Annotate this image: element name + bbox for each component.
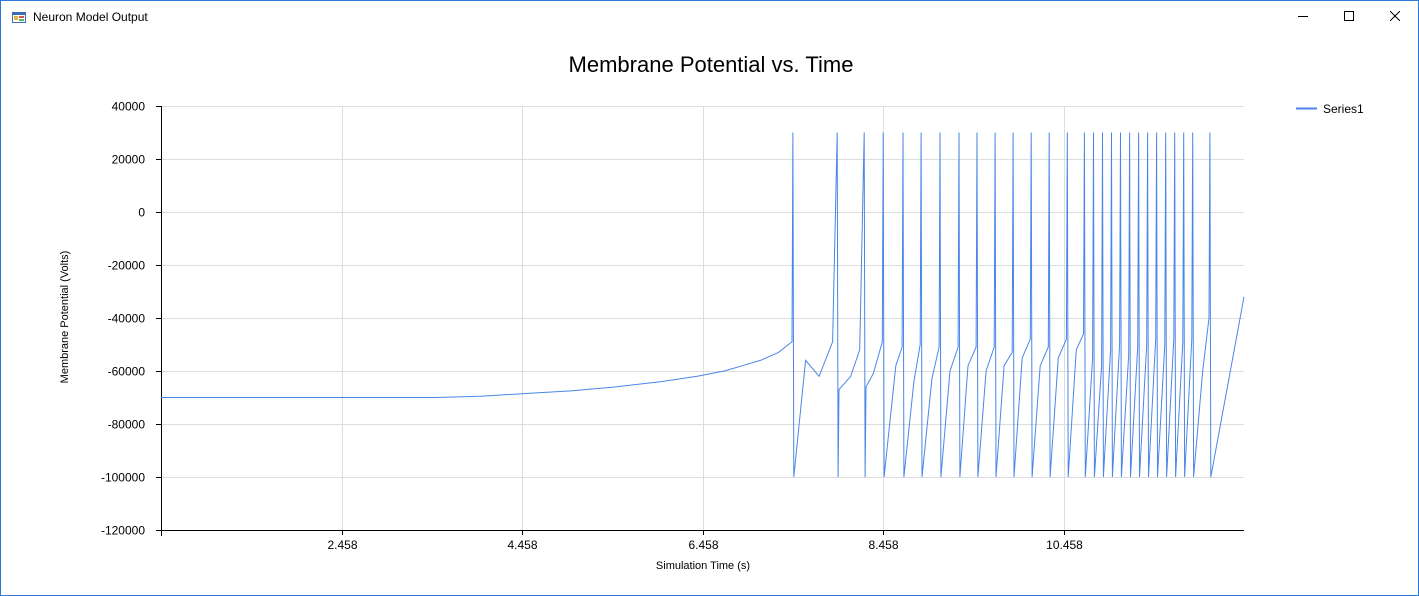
x-tick-label: 8.458 [868,538,898,552]
close-icon [1389,8,1401,26]
maximize-button[interactable] [1326,1,1372,33]
maximize-icon [1344,8,1354,26]
series-line-series1 [161,132,1245,478]
y-tick-label: 40000 [112,100,146,114]
x-tick-label: 6.458 [688,538,718,552]
y-tick-label: 20000 [112,153,146,167]
y-tick-label: -120000 [101,524,145,538]
y-tick-label: 0 [138,206,145,220]
x-tick-label: 2.458 [327,538,357,552]
legend-entry-series1: Series1 [1323,102,1364,116]
axes [156,106,1244,536]
y-tick-label: -100000 [101,471,145,485]
y-tick-label: -40000 [108,312,146,326]
x-axis-label: Simulation Time (s) [655,560,751,572]
y-tick-labels: 40000 20000 0 -20000 -40000 -60000 -80000 -1000… [101,100,145,538]
x-tick-label: 10.458 [1046,538,1083,552]
title-bar[interactable]: Neuron Model Output [1,1,1418,33]
close-button[interactable] [1372,1,1418,33]
grid-lines [161,106,1244,531]
minimize-button[interactable] [1280,1,1326,33]
window-title: Neuron Model Output [33,10,148,24]
chart-title: Membrane Potential vs. Time [568,52,854,77]
y-tick-label: -80000 [108,418,146,432]
x-tick-labels: 2.458 4.458 6.458 8.458 10.458 [327,538,1083,552]
series-layer [161,132,1245,478]
y-tick-label: -60000 [108,365,146,379]
x-tick-label: 4.458 [507,538,537,552]
y-tick-label: -20000 [108,259,146,273]
minimize-icon [1298,8,1308,26]
y-axis-label-text: Membrane Potential (Volts) [59,250,71,384]
app-icon [12,10,26,24]
